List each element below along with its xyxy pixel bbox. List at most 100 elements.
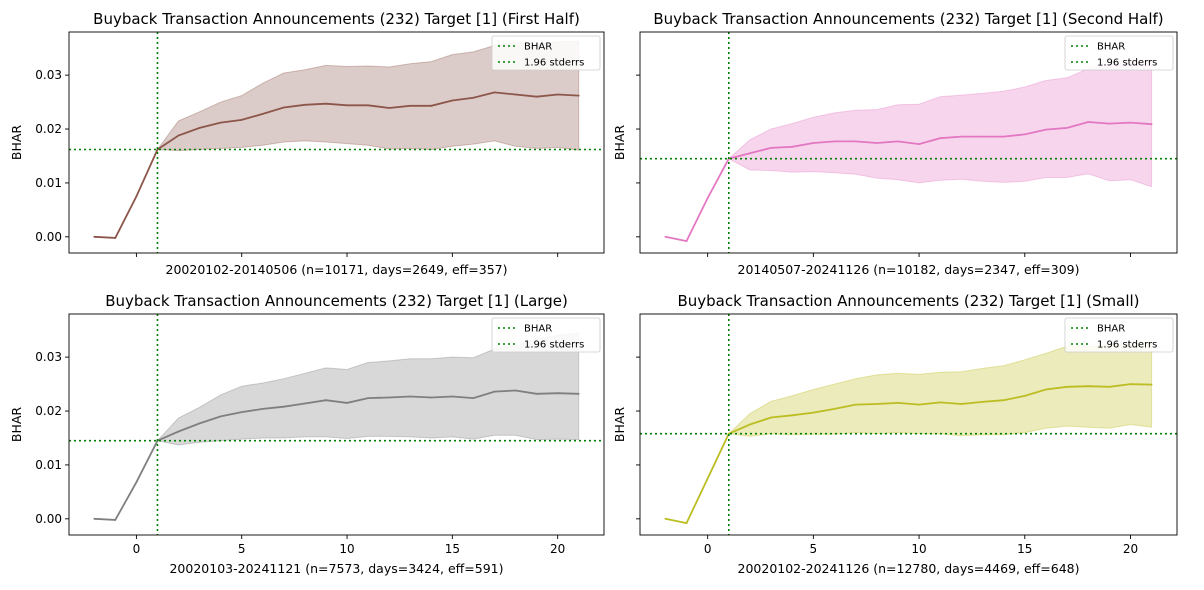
- data-point: [833, 140, 836, 143]
- legend-label: BHAR: [524, 324, 552, 335]
- x-axis-label: 20020102-20140506 (n=10171, days=2649, e…: [166, 262, 508, 277]
- data-point: [875, 142, 878, 144]
- x-tick-label: 5: [238, 542, 246, 556]
- axes-frame: [68, 31, 605, 254]
- data-point: [514, 389, 517, 392]
- data-point: [282, 106, 285, 109]
- data-point: [939, 137, 942, 140]
- data-point: [114, 237, 117, 239]
- data-point: [1002, 399, 1005, 402]
- data-point: [706, 477, 709, 480]
- data-point: [409, 395, 412, 398]
- x-axis-label: 20020102-20241126 (n=12780, days=4469, e…: [738, 561, 1080, 576]
- axes-frame: [639, 313, 1178, 536]
- data-point: [430, 104, 433, 107]
- x-tick-label: 0: [704, 542, 712, 556]
- y-tick-label: 0.03: [35, 68, 62, 82]
- legend-label: BHAR: [524, 42, 552, 53]
- axes-frame: [68, 313, 605, 536]
- x-tick-label: 15: [445, 542, 460, 556]
- x-tick-label: 10: [911, 542, 926, 556]
- confidence-band: [727, 59, 1153, 188]
- y-tick-label: 0.01: [35, 458, 62, 472]
- data-point: [1045, 388, 1047, 391]
- data-point: [791, 414, 794, 417]
- data-point: [577, 392, 580, 395]
- data-point: [791, 145, 794, 148]
- legend-label: BHAR: [1097, 324, 1125, 335]
- data-point: [346, 104, 348, 107]
- chart-title: Buyback Transaction Announcements (232) …: [105, 292, 568, 310]
- y-axis-label: BHAR: [612, 125, 627, 161]
- data-point: [854, 140, 857, 143]
- data-point: [577, 94, 580, 97]
- data-point: [1150, 383, 1153, 386]
- x-tick-label: 20: [1123, 542, 1138, 556]
- y-tick-label: 0.02: [35, 122, 62, 136]
- data-point: [388, 107, 391, 109]
- data-point: [1023, 133, 1026, 136]
- legend-box: [1064, 35, 1174, 71]
- data-point: [939, 401, 942, 404]
- y-axis-label: BHAR: [9, 407, 24, 443]
- data-point: [114, 519, 117, 521]
- data-point: [135, 195, 138, 198]
- data-point: [304, 103, 306, 106]
- legend-box: [491, 35, 601, 71]
- data-point: [198, 422, 201, 425]
- data-point: [219, 121, 222, 124]
- legend-label: 1.96 stderrs: [524, 340, 584, 351]
- data-point: [472, 96, 475, 99]
- data-point: [1045, 128, 1047, 131]
- data-point: [261, 113, 264, 115]
- data-point: [1108, 122, 1111, 125]
- data-point: [535, 95, 538, 98]
- x-tick-label: 15: [1017, 542, 1032, 556]
- legend: BHAR 1.96 stderrs: [491, 35, 601, 71]
- data-point: [897, 140, 899, 143]
- data-point: [749, 152, 751, 155]
- data-point: [833, 408, 836, 410]
- data-point: [451, 99, 454, 102]
- data-point: [706, 197, 709, 199]
- data-point: [812, 142, 815, 144]
- data-point: [219, 415, 222, 418]
- data-point: [282, 405, 285, 408]
- data-point: [93, 235, 96, 238]
- data-point: [1023, 395, 1026, 397]
- bhar-series-line: [665, 383, 1152, 525]
- y-tick-label: 0.00: [35, 512, 62, 526]
- data-point: [897, 402, 899, 404]
- x-tick-label: 20: [550, 542, 565, 556]
- data-point: [960, 403, 963, 405]
- data-point: [685, 522, 688, 524]
- chart-title: Buyback Transaction Announcements (232) …: [93, 10, 580, 28]
- data-point: [430, 396, 433, 399]
- chart-panel-2: Buyback Transaction Announcements (232) …: [612, 10, 1178, 277]
- y-axis-label: BHAR: [9, 125, 24, 161]
- data-point: [1150, 123, 1153, 126]
- data-point: [981, 401, 984, 403]
- data-point: [409, 104, 412, 107]
- data-point: [325, 399, 327, 402]
- data-point: [493, 91, 496, 94]
- data-point: [556, 392, 559, 395]
- data-point: [749, 423, 751, 426]
- legend-box: [1064, 317, 1174, 353]
- y-tick-label: 0.03: [35, 350, 62, 364]
- bhar-series-line: [94, 389, 579, 521]
- y-tick-label: 0.01: [35, 176, 62, 190]
- data-point: [451, 395, 454, 398]
- data-point: [664, 235, 667, 238]
- data-point: [1129, 121, 1132, 124]
- data-point: [685, 240, 688, 243]
- chart-panel-3: 0.00 0.01 0.02 0.03 0 5 10 15 20 Buyback Transact…: [9, 292, 605, 576]
- bhar-series-line: [665, 121, 1152, 243]
- axes-frame: [639, 31, 1178, 254]
- y-tick-label: 0.02: [35, 404, 62, 418]
- x-tick-label: 5: [810, 542, 818, 556]
- data-point: [514, 93, 517, 96]
- data-point: [346, 402, 348, 404]
- chart-title: Buyback Transaction Announcements (232) …: [653, 10, 1163, 28]
- data-point: [812, 411, 815, 414]
